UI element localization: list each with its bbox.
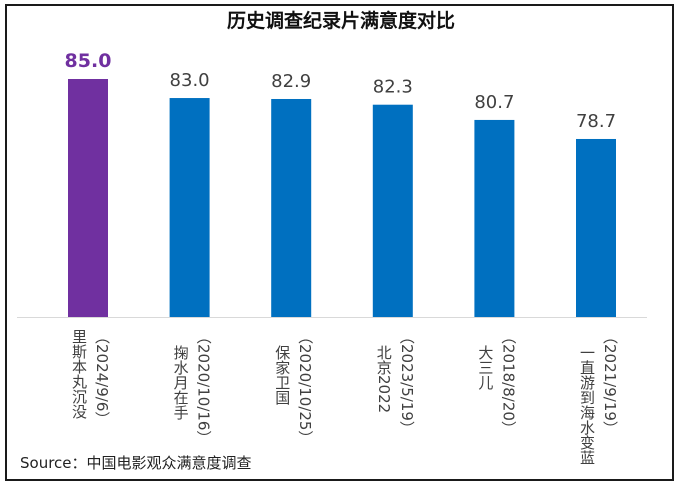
category-name-1: 掬水月在手 [172,345,190,421]
category-date-2: （2020/10/25） [296,329,314,445]
value-label-4: 80.7 [474,92,514,113]
bar-3 [372,104,413,317]
chart-title: 历史调查纪录片满意度对比 [226,10,455,32]
value-label-3: 82.3 [373,77,413,98]
category-name-0: 里斯本丸沉没 [70,329,88,419]
bar-4 [474,119,515,317]
category-name-5: 一直游到海水变蓝 [578,345,596,465]
bar-1 [169,98,210,317]
category-name-3: 北京2022 [375,345,393,413]
bar-2 [271,98,312,317]
category-date-5: （2021/9/19） [601,329,619,436]
value-label-5: 78.7 [576,111,616,132]
category-date-1: （2020/10/16） [195,329,213,445]
value-label-2: 82.9 [271,71,311,92]
bar-5 [576,138,616,317]
category-name-2: 保家卫国 [273,345,291,405]
value-label-0: 85.0 [65,50,112,72]
category-labels-group: 里斯本丸沉没 （2024/9/6） 掬水月在手 （2020/10/16） 保家卫国 （20… [70,329,619,465]
category-name-4: 大三儿 [476,345,494,391]
category-date-0: （2024/9/6） [93,329,111,426]
source-note: Source：中国电影观众满意度调查 [20,454,252,472]
category-date-4: （2018/8/20） [499,329,517,436]
category-date-3: （2023/5/19） [398,329,416,436]
value-labels-group: 85.0 83.0 82.9 82.3 80.7 78.7 [65,50,616,132]
bar-0 [68,79,108,317]
chart-frame [5,4,674,481]
value-label-1: 83.0 [170,70,210,91]
bars-group [68,79,616,317]
